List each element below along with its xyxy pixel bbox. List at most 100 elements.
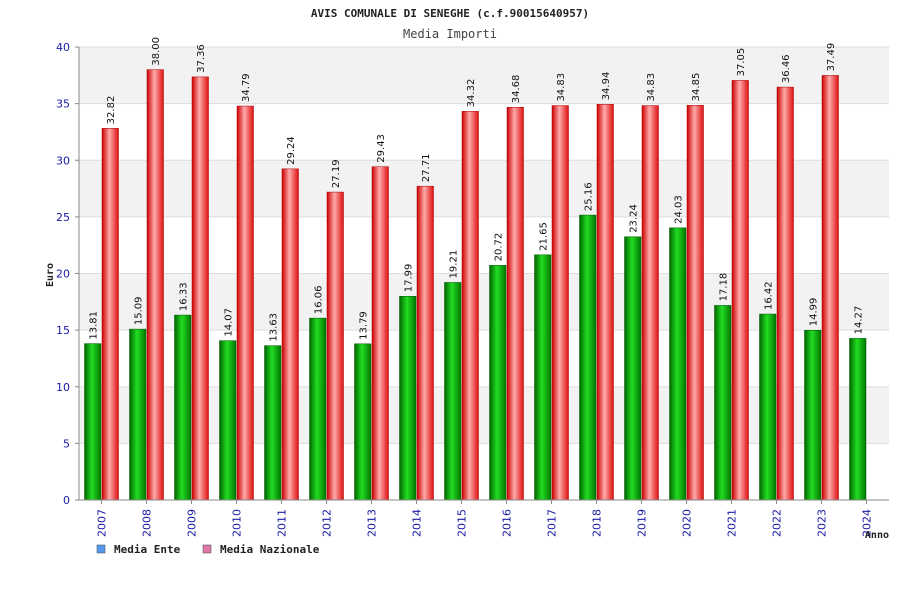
x-tick-label: 2012 — [321, 509, 334, 537]
bar-media-nazionale — [191, 76, 209, 501]
bar-media-ente — [219, 340, 237, 501]
bar-media-ente — [84, 343, 102, 501]
data-label: 38.00 — [151, 37, 162, 66]
x-tick-label: 2021 — [726, 509, 739, 537]
y-tick-label: 5 — [63, 437, 70, 450]
bar-media-nazionale — [146, 69, 164, 501]
bar-media-ente — [579, 214, 597, 501]
legend-swatch-media-nazionale — [202, 544, 212, 554]
data-label: 16.33 — [179, 282, 190, 311]
data-label: 27.19 — [331, 159, 342, 188]
bar-media-nazionale — [236, 105, 254, 501]
y-axis-label: Euro — [45, 263, 56, 287]
grid-band — [79, 103, 889, 161]
data-label: 34.83 — [646, 73, 657, 102]
grid-band — [79, 330, 889, 387]
x-tick-label: 2008 — [141, 509, 154, 537]
legend: Media Ente Media Nazionale — [96, 543, 320, 556]
bar-media-nazionale — [821, 75, 839, 501]
data-label: 34.94 — [601, 72, 612, 101]
bar-media-nazionale — [506, 106, 524, 501]
x-tick-label: 2010 — [231, 509, 244, 537]
bar-media-nazionale — [596, 104, 614, 501]
x-tick-label: 2022 — [771, 509, 784, 537]
grid-band — [79, 160, 889, 217]
grid-band — [79, 47, 889, 104]
x-tick-label: 2016 — [501, 509, 514, 537]
data-label: 13.63 — [269, 313, 280, 342]
bar-media-ente — [759, 313, 777, 501]
bar-media-nazionale — [731, 80, 749, 501]
data-label: 29.43 — [376, 134, 387, 163]
data-label: 14.99 — [809, 298, 820, 327]
data-label: 24.03 — [674, 195, 685, 224]
axes: 0 5 10 15 20 25 30 35 40 2007 2008 2009 2010 2011 2012… — [56, 41, 889, 537]
bar-media-nazionale — [461, 111, 479, 501]
grid-band — [79, 216, 889, 274]
x-tick-label: 2013 — [366, 509, 379, 537]
data-label: 13.81 — [89, 311, 100, 340]
grid-band — [79, 386, 889, 444]
bar-media-ente — [264, 345, 282, 501]
y-tick-label: 15 — [56, 324, 70, 337]
legend-label-media-nazionale: Media Nazionale — [220, 543, 320, 556]
y-tick-label: 10 — [56, 381, 70, 394]
data-label: 17.99 — [404, 264, 415, 293]
y-tick-label: 35 — [56, 98, 70, 111]
bar-media-nazionale — [551, 105, 569, 501]
x-tick-label: 2009 — [186, 509, 199, 537]
bar-media-ente — [624, 236, 642, 501]
data-label: 14.07 — [224, 308, 235, 337]
bar-media-ente — [669, 227, 687, 501]
bar-media-nazionale — [416, 185, 434, 501]
x-tick-label: 2015 — [456, 509, 469, 537]
x-axis-label: Anno — [865, 530, 889, 541]
grid-band — [79, 443, 889, 500]
bar-media-ente — [444, 282, 462, 501]
bar-media-ente — [849, 338, 867, 501]
data-label: 16.06 — [314, 285, 325, 314]
bar-media-ente — [489, 265, 507, 501]
y-tick-label: 0 — [63, 494, 70, 507]
legend-item-media-ente: Media Ente — [96, 543, 181, 556]
x-tick-label: 2023 — [816, 509, 829, 537]
data-label: 29.24 — [286, 136, 297, 165]
bar-media-ente — [354, 343, 372, 501]
legend-swatch-media-ente — [96, 544, 106, 554]
data-label: 25.16 — [584, 182, 595, 211]
x-tick-label: 2024 — [861, 509, 874, 537]
data-label: 37.36 — [196, 44, 207, 73]
data-label: 21.65 — [539, 222, 550, 251]
bar-media-nazionale — [281, 168, 299, 501]
bar-media-nazionale — [776, 86, 794, 501]
data-label: 34.79 — [241, 73, 252, 102]
x-tick-label: 2018 — [591, 509, 604, 537]
x-tick-label: 2007 — [96, 509, 109, 537]
bar-media-nazionale — [686, 105, 704, 501]
legend-item-media-nazionale: Media Nazionale — [202, 543, 320, 556]
data-label: 17.18 — [719, 273, 730, 302]
y-tick-label: 25 — [56, 211, 70, 224]
legend-label-media-ente: Media Ente — [114, 543, 181, 556]
bar-media-ente — [534, 254, 552, 501]
data-labels: 13.81 32.82 15.09 38.00 16.33 37.36 14.07 34.79… — [89, 37, 865, 342]
data-label: 15.09 — [134, 296, 145, 325]
chart-title: AVIS COMUNALE DI SENEGHE (c.f.9001564095… — [311, 7, 589, 20]
data-label: 36.46 — [781, 54, 792, 83]
bar-media-ente — [129, 328, 147, 501]
data-label: 27.71 — [421, 154, 432, 183]
data-label: 13.79 — [359, 311, 370, 340]
x-tick-label: 2014 — [411, 509, 424, 537]
bar-media-nazionale — [641, 105, 659, 501]
data-label: 32.82 — [106, 96, 117, 125]
data-label: 16.42 — [764, 281, 775, 310]
bar-media-ente — [714, 305, 732, 501]
bar-media-ente — [309, 317, 327, 501]
bar-media-ente — [804, 329, 822, 501]
x-tick-label: 2011 — [276, 509, 289, 537]
y-tick-label: 20 — [56, 268, 70, 281]
data-label: 37.05 — [736, 48, 747, 77]
data-label: 20.72 — [494, 233, 505, 262]
x-tick-label: 2020 — [681, 509, 694, 537]
